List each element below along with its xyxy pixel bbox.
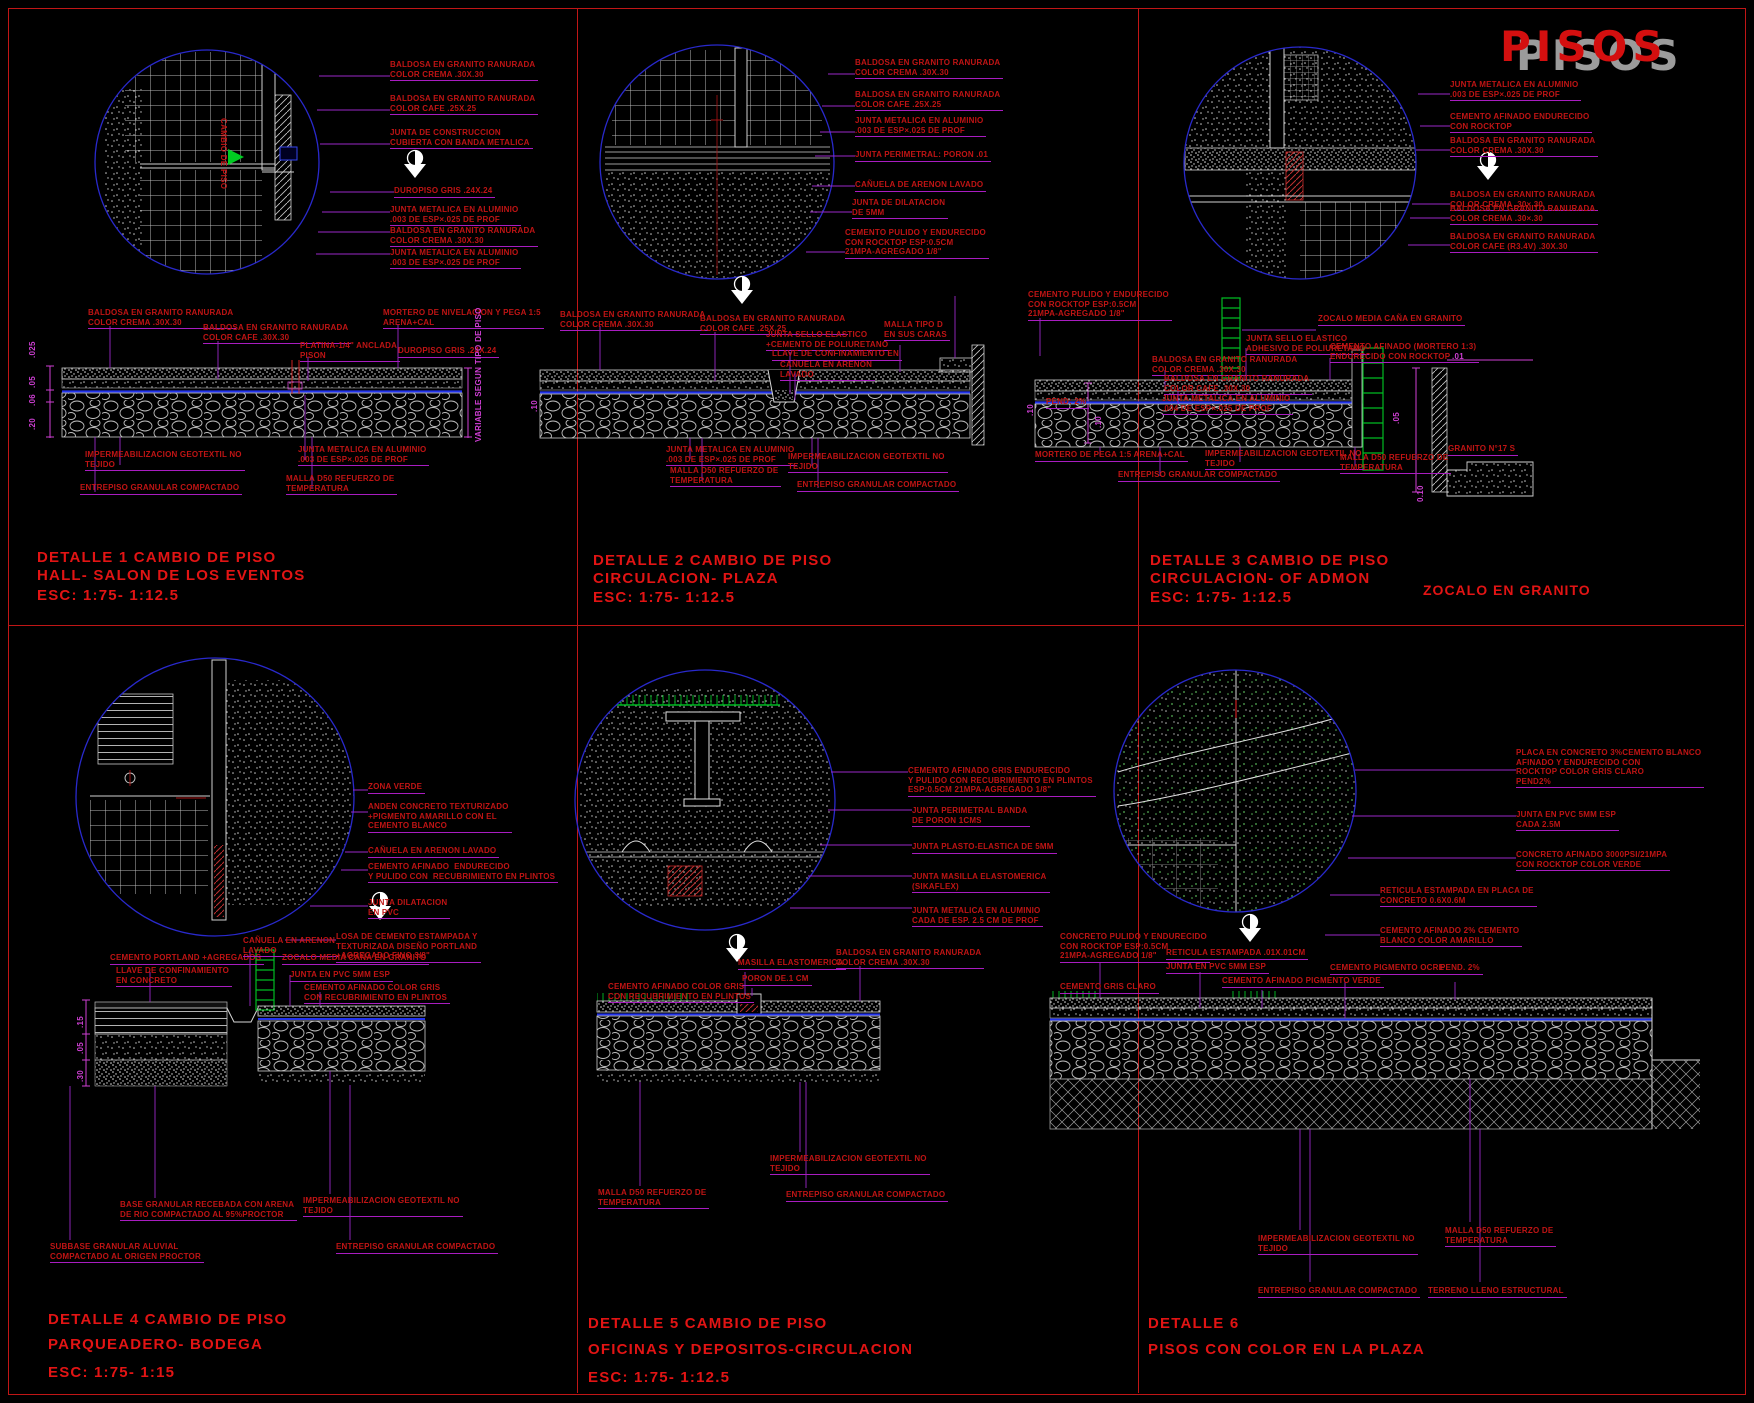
sheet-logo: PISOS PISOS [1500,22,1740,82]
sheet-logo-shadow: PISOS [1516,31,1684,80]
sheet-logo-text: PISOS [1500,22,1668,71]
column-divider-2 [1138,8,1139,1393]
column-divider-1 [577,8,578,1393]
row-divider [8,625,1744,626]
sheet-border [8,8,1746,1395]
